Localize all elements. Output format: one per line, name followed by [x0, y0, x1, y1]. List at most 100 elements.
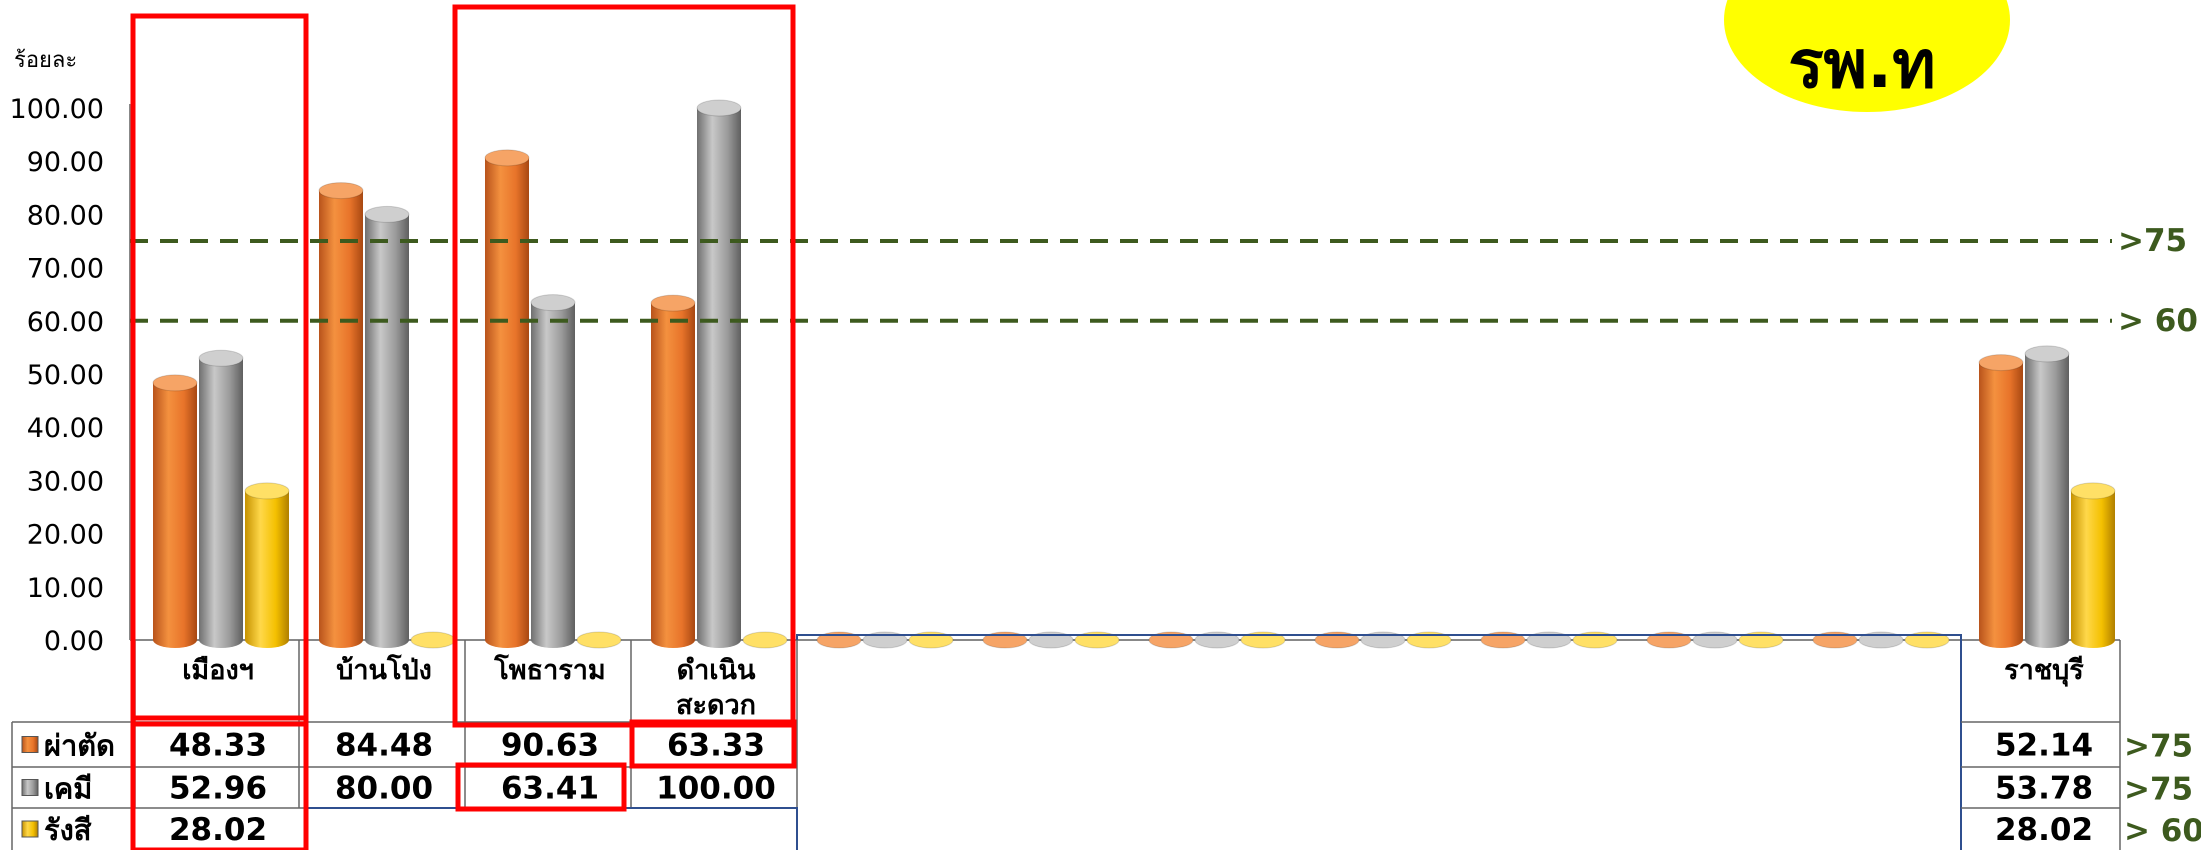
bar-base — [153, 632, 197, 648]
highlight-boxes — [130, 4, 797, 850]
bar-body — [245, 490, 289, 640]
bar-top — [2024, 345, 2070, 363]
category-label: ราชบุรี — [2004, 655, 2084, 687]
bar-base — [485, 632, 529, 648]
bar — [410, 631, 456, 649]
bar-top — [410, 631, 456, 649]
badge-text: รพ.ท — [1788, 26, 1936, 103]
y-tick-label: 100.00 — [10, 94, 104, 125]
bar — [318, 182, 364, 648]
bar-body — [319, 190, 363, 640]
bar-base — [365, 632, 409, 648]
category-label: ดำเนิน — [677, 655, 756, 686]
legend-label: เคมี — [44, 772, 92, 806]
bar — [742, 631, 788, 649]
y-axis-ticks: 0.00 10.00 20.00 30.00 40.00 50.00 60.00 70.00 8… — [10, 94, 2120, 657]
bar-base — [531, 632, 575, 648]
empty-columns-frame — [796, 634, 1962, 640]
table-value: 28.02 — [169, 812, 267, 848]
title-badge — [1724, 0, 2010, 112]
bar-body — [153, 382, 197, 640]
legend-label: ผ่าตัด — [44, 729, 115, 763]
bar-body — [485, 157, 529, 641]
bars — [152, 99, 2116, 649]
bar-top — [318, 182, 364, 200]
highlight-box — [130, 715, 309, 850]
highlight-box — [452, 4, 796, 728]
bar-base — [245, 632, 289, 648]
y-tick-label: 60.00 — [27, 307, 104, 338]
legend-key — [21, 779, 39, 796]
y-tick-label: 10.00 — [27, 573, 104, 604]
bar — [2070, 482, 2116, 648]
bar-body — [2071, 490, 2115, 640]
table-value: 53.78 — [1995, 771, 2093, 807]
highlight-box — [130, 13, 309, 727]
bar — [2024, 345, 2070, 648]
legend-key — [21, 736, 39, 753]
y-tick-label: 20.00 — [27, 520, 104, 551]
bar-body — [531, 302, 575, 640]
bar-top — [576, 631, 622, 649]
bar-top — [2070, 482, 2116, 500]
bar-top — [1978, 354, 2024, 372]
highlight-box — [455, 762, 627, 812]
row-target-label: >75 — [2124, 729, 2193, 765]
bar — [198, 349, 244, 648]
table-value: 52.96 — [169, 771, 267, 807]
y-tick-label: 30.00 — [27, 466, 104, 497]
bar-top — [244, 482, 290, 500]
legend-key — [21, 820, 39, 838]
table-value: 90.63 — [501, 728, 599, 764]
bar-body — [1979, 362, 2023, 640]
bar — [650, 294, 696, 648]
bar-base — [2071, 632, 2115, 648]
bar — [484, 149, 530, 648]
target-line-label: > 60 — [2118, 303, 2198, 339]
category-label: เมืองฯ — [182, 655, 254, 686]
bar — [152, 374, 198, 648]
bar — [364, 205, 410, 648]
bar — [576, 631, 622, 649]
bar — [696, 99, 742, 648]
y-tick-label: 40.00 — [27, 413, 104, 444]
bar-body — [697, 108, 741, 640]
y-tick-label: 70.00 — [27, 254, 104, 285]
bar-top — [742, 631, 788, 649]
empty-cells-frame — [304, 807, 798, 850]
bar-base — [199, 632, 243, 648]
bar-top — [530, 294, 576, 312]
bar-base — [697, 632, 741, 648]
y-tick-label: 80.00 — [27, 200, 104, 231]
bar — [530, 294, 576, 648]
bar-body — [2025, 353, 2069, 640]
bar-top — [484, 149, 530, 167]
y-axis-title: ร้อยละ — [14, 48, 77, 73]
table-value: 84.48 — [335, 728, 433, 764]
target-line-label: >75 — [2118, 223, 2187, 259]
category-label: สะดวก — [676, 690, 756, 721]
legend-label: รังสี — [44, 813, 92, 847]
y-tick-label: 50.00 — [27, 360, 104, 391]
table-value: 63.41 — [501, 771, 599, 807]
bar — [1978, 354, 2024, 648]
highlight-box — [629, 719, 797, 769]
bar-body — [651, 303, 695, 640]
table-value: 100.00 — [656, 771, 776, 807]
target-lines: >75 > 60 — [130, 223, 2198, 339]
table-value: 63.33 — [667, 728, 765, 764]
table-value: 52.14 — [1995, 728, 2093, 764]
y-tick-label: 90.00 — [27, 147, 104, 178]
bar-body — [365, 214, 409, 640]
bar-top — [696, 99, 742, 117]
bar-base — [319, 632, 363, 648]
bar-top — [198, 349, 244, 367]
category-label: บ้านโป่ง — [336, 653, 432, 686]
table-value: 28.02 — [1995, 812, 2093, 848]
table-value: 80.00 — [335, 771, 433, 807]
bar-top — [364, 205, 410, 223]
bar-top — [152, 374, 198, 392]
bar-base — [651, 632, 695, 648]
